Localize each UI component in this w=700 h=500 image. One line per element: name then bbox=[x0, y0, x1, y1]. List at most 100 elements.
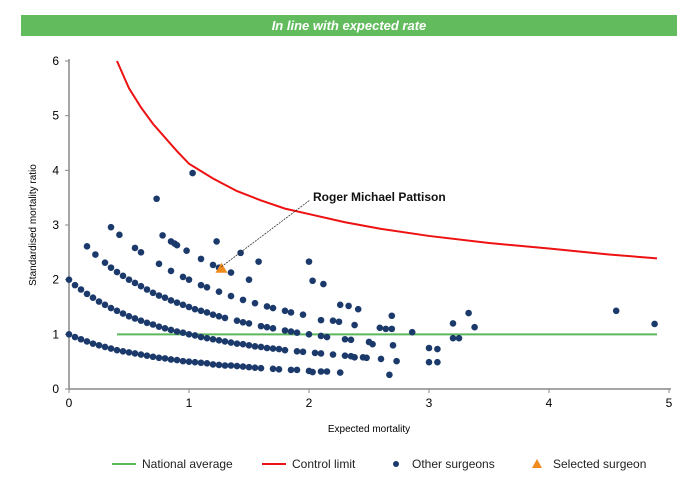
other-surgeon-point bbox=[77, 286, 85, 293]
other-surgeon-point bbox=[71, 281, 79, 289]
legend-other-surgeons-swatch bbox=[393, 461, 399, 467]
other-surgeon-point bbox=[245, 341, 253, 349]
other-surgeon-point bbox=[425, 344, 433, 352]
other-surgeon-point bbox=[227, 292, 235, 300]
other-surgeon-point bbox=[137, 249, 145, 256]
other-surgeon-point bbox=[323, 368, 331, 375]
y-tick-label: 5 bbox=[52, 109, 59, 123]
other-surgeon-point bbox=[449, 334, 457, 342]
other-surgeon-point bbox=[89, 294, 97, 302]
selected-surgeon-marker bbox=[215, 262, 228, 273]
status-banner: In line with expected rate bbox=[21, 15, 677, 36]
other-surgeon-point bbox=[263, 323, 271, 331]
x-tick-label: 4 bbox=[546, 396, 553, 410]
other-surgeon-point bbox=[185, 331, 193, 338]
y-tick-label: 2 bbox=[52, 273, 59, 287]
other-surgeon-point bbox=[269, 365, 277, 373]
other-surgeon-point bbox=[183, 247, 190, 254]
other-surgeon-point bbox=[309, 277, 316, 285]
other-surgeon-point bbox=[257, 322, 265, 330]
other-surgeon-point bbox=[281, 327, 289, 334]
other-surgeon-point bbox=[113, 268, 121, 276]
other-surgeon-point bbox=[239, 363, 247, 370]
x-tick-label: 5 bbox=[666, 396, 673, 410]
other-surgeon-point bbox=[95, 298, 103, 305]
y-tick-label: 3 bbox=[52, 218, 59, 232]
other-surgeon-point bbox=[257, 343, 265, 351]
other-surgeon-point bbox=[179, 357, 187, 365]
other-surgeon-point bbox=[363, 354, 370, 362]
other-surgeon-point bbox=[197, 255, 205, 263]
other-surgeon-point bbox=[269, 345, 277, 352]
other-surgeon-point bbox=[149, 353, 157, 361]
other-surgeon-point bbox=[323, 333, 331, 341]
other-surgeon-point bbox=[317, 332, 325, 340]
x-tick-label: 0 bbox=[66, 396, 73, 410]
other-surgeon-point bbox=[203, 284, 211, 291]
other-surgeon-point bbox=[449, 320, 457, 327]
other-surgeon-point bbox=[167, 356, 175, 363]
other-surgeon-point bbox=[125, 312, 133, 320]
other-surgeon-point bbox=[287, 328, 295, 335]
other-surgeon-point bbox=[309, 368, 316, 376]
other-surgeon-point bbox=[215, 288, 223, 295]
other-surgeon-point bbox=[221, 362, 229, 369]
other-surgeon-point bbox=[131, 315, 139, 322]
other-surgeon-point bbox=[83, 243, 91, 250]
other-surgeon-point bbox=[179, 329, 187, 336]
other-surgeon-point bbox=[131, 350, 139, 357]
other-surgeon-point bbox=[101, 343, 109, 351]
other-surgeon-point bbox=[345, 302, 352, 310]
other-surgeon-point bbox=[179, 301, 187, 309]
other-surgeon-point bbox=[299, 348, 307, 356]
legend-selected-surgeon: Selected surgeon bbox=[553, 457, 646, 471]
other-surgeon-point bbox=[425, 358, 433, 366]
other-surgeon-point bbox=[221, 338, 229, 345]
other-surgeon-point bbox=[149, 289, 157, 297]
other-surgeon-point bbox=[255, 258, 262, 265]
other-surgeon-point bbox=[251, 364, 259, 371]
other-surgeon-point bbox=[215, 312, 223, 320]
other-surgeon-point bbox=[239, 296, 247, 304]
other-surgeon-point bbox=[293, 366, 301, 374]
other-surgeon-point bbox=[185, 276, 193, 283]
other-surgeon-point bbox=[131, 279, 139, 287]
other-surgeon-point bbox=[351, 353, 358, 361]
other-surgeon-point bbox=[239, 340, 247, 348]
other-surgeon-point bbox=[351, 321, 358, 329]
other-surgeon-point bbox=[388, 325, 396, 333]
other-surgeon-point bbox=[155, 260, 163, 268]
other-surgeon-point bbox=[336, 369, 344, 376]
other-surgeon-point bbox=[251, 299, 259, 307]
other-surgeon-point bbox=[191, 305, 199, 313]
other-surgeon-point bbox=[245, 276, 253, 283]
other-surgeon-point bbox=[137, 282, 145, 290]
other-surgeon-point bbox=[347, 336, 355, 344]
other-surgeon-point bbox=[209, 311, 217, 318]
other-surgeon-point bbox=[233, 340, 241, 347]
other-surgeon-point bbox=[83, 290, 91, 298]
other-surgeon-point bbox=[197, 307, 205, 315]
other-surgeon-point bbox=[161, 325, 169, 332]
other-surgeon-point bbox=[197, 281, 205, 289]
other-surgeon-point bbox=[161, 294, 169, 302]
other-surgeon-point bbox=[245, 363, 253, 371]
other-surgeon-point bbox=[386, 371, 393, 379]
other-surgeon-point bbox=[471, 323, 478, 331]
other-surgeon-point bbox=[137, 317, 145, 324]
other-surgeon-point bbox=[143, 286, 151, 293]
other-surgeon-point bbox=[143, 352, 151, 359]
other-surgeon-point bbox=[95, 341, 103, 349]
other-surgeon-point bbox=[293, 347, 301, 355]
other-surgeon-point bbox=[116, 231, 123, 239]
other-surgeon-point bbox=[209, 361, 217, 368]
other-surgeon-point bbox=[335, 318, 343, 326]
other-surgeon-point bbox=[197, 359, 205, 367]
other-surgeon-point bbox=[215, 361, 223, 369]
other-surgeon-point bbox=[173, 328, 181, 335]
other-surgeon-point bbox=[107, 304, 115, 312]
other-surgeon-point bbox=[159, 232, 166, 239]
other-surgeon-point bbox=[612, 307, 620, 315]
other-surgeon-point bbox=[167, 326, 175, 334]
